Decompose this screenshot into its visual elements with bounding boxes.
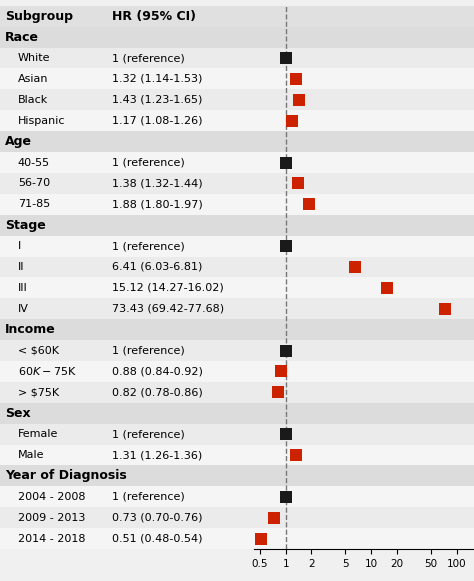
Text: II: II (18, 262, 24, 272)
Bar (0, 382, 254, 403)
Bar (0, 194, 254, 215)
Text: 15.12 (14.27-16.02): 15.12 (14.27-16.02) (111, 283, 223, 293)
Bar (0, 486, 254, 507)
Bar (0, 6, 254, 27)
Bar (0, 361, 254, 382)
Text: 0.82 (0.78-0.86): 0.82 (0.78-0.86) (111, 388, 202, 397)
Bar (254, 152, 474, 173)
Bar (0, 528, 254, 549)
Bar (254, 278, 474, 298)
Text: 1 (reference): 1 (reference) (111, 492, 184, 502)
Text: 1 (reference): 1 (reference) (111, 241, 184, 251)
Bar (254, 48, 474, 69)
Bar (0, 27, 254, 48)
Bar (0, 48, 254, 69)
Text: Sex: Sex (5, 407, 31, 419)
Text: 1.32 (1.14-1.53): 1.32 (1.14-1.53) (111, 74, 202, 84)
Bar (254, 236, 474, 257)
Text: 1.38 (1.32-1.44): 1.38 (1.32-1.44) (111, 178, 202, 188)
Text: 1.43 (1.23-1.65): 1.43 (1.23-1.65) (111, 95, 202, 105)
Text: 1.88 (1.80-1.97): 1.88 (1.80-1.97) (111, 199, 202, 209)
Text: Age: Age (5, 135, 32, 148)
Bar (0, 89, 254, 110)
Text: 1.31 (1.26-1.36): 1.31 (1.26-1.36) (111, 450, 202, 460)
Bar (254, 6, 474, 27)
Bar (254, 215, 474, 236)
Bar (254, 69, 474, 89)
Text: Hispanic: Hispanic (18, 116, 65, 125)
Text: Race: Race (5, 31, 39, 44)
Bar (254, 507, 474, 528)
Text: 6.41 (6.03-6.81): 6.41 (6.03-6.81) (111, 262, 202, 272)
Bar (0, 444, 254, 465)
Bar (0, 319, 254, 340)
Bar (0, 507, 254, 528)
Text: Year of Diagnosis: Year of Diagnosis (5, 469, 127, 482)
Bar (0, 257, 254, 278)
Bar (254, 298, 474, 319)
Bar (0, 403, 254, 424)
Bar (0, 110, 254, 131)
Text: HR (95% CI): HR (95% CI) (111, 10, 196, 23)
Text: 56-70: 56-70 (18, 178, 50, 188)
Bar (254, 528, 474, 549)
Text: Male: Male (18, 450, 44, 460)
Text: 1 (reference): 1 (reference) (111, 346, 184, 356)
Bar (254, 444, 474, 465)
Bar (0, 340, 254, 361)
Text: 2014 - 2018: 2014 - 2018 (18, 533, 85, 544)
Text: Female: Female (18, 429, 58, 439)
Bar (0, 215, 254, 236)
Text: I: I (18, 241, 21, 251)
Bar (0, 298, 254, 319)
Bar (254, 131, 474, 152)
Text: 1 (reference): 1 (reference) (111, 53, 184, 63)
Text: 2009 - 2013: 2009 - 2013 (18, 512, 85, 523)
Text: 1.17 (1.08-1.26): 1.17 (1.08-1.26) (111, 116, 202, 125)
Bar (254, 382, 474, 403)
Bar (254, 173, 474, 194)
Bar (254, 403, 474, 424)
Text: < $60K: < $60K (18, 346, 59, 356)
Bar (254, 257, 474, 278)
Text: > $75K: > $75K (18, 388, 59, 397)
Bar (254, 340, 474, 361)
Text: 40-55: 40-55 (18, 157, 50, 167)
Text: 0.88 (0.84-0.92): 0.88 (0.84-0.92) (111, 367, 202, 376)
Bar (254, 27, 474, 48)
Text: Asian: Asian (18, 74, 48, 84)
Bar (254, 361, 474, 382)
Text: Subgroup: Subgroup (5, 10, 73, 23)
Text: Income: Income (5, 323, 56, 336)
Bar (0, 465, 254, 486)
Bar (0, 424, 254, 444)
Bar (0, 131, 254, 152)
Text: 0.73 (0.70-0.76): 0.73 (0.70-0.76) (111, 512, 202, 523)
Bar (254, 319, 474, 340)
Bar (254, 465, 474, 486)
Text: White: White (18, 53, 50, 63)
Bar (254, 486, 474, 507)
Text: 1 (reference): 1 (reference) (111, 429, 184, 439)
Text: Black: Black (18, 95, 48, 105)
Bar (0, 69, 254, 89)
Text: 73.43 (69.42-77.68): 73.43 (69.42-77.68) (111, 304, 224, 314)
Text: IV: IV (18, 304, 28, 314)
Text: Stage: Stage (5, 218, 46, 232)
Text: $60K-$75K: $60K-$75K (18, 365, 76, 378)
Bar (0, 236, 254, 257)
Bar (254, 424, 474, 444)
Bar (0, 152, 254, 173)
Bar (254, 89, 474, 110)
Bar (0, 278, 254, 298)
Text: 0.51 (0.48-0.54): 0.51 (0.48-0.54) (111, 533, 202, 544)
Bar (254, 194, 474, 215)
Bar (254, 110, 474, 131)
Bar (0, 173, 254, 194)
Text: 71-85: 71-85 (18, 199, 50, 209)
Text: III: III (18, 283, 27, 293)
Text: 1 (reference): 1 (reference) (111, 157, 184, 167)
Text: 2004 - 2008: 2004 - 2008 (18, 492, 85, 502)
